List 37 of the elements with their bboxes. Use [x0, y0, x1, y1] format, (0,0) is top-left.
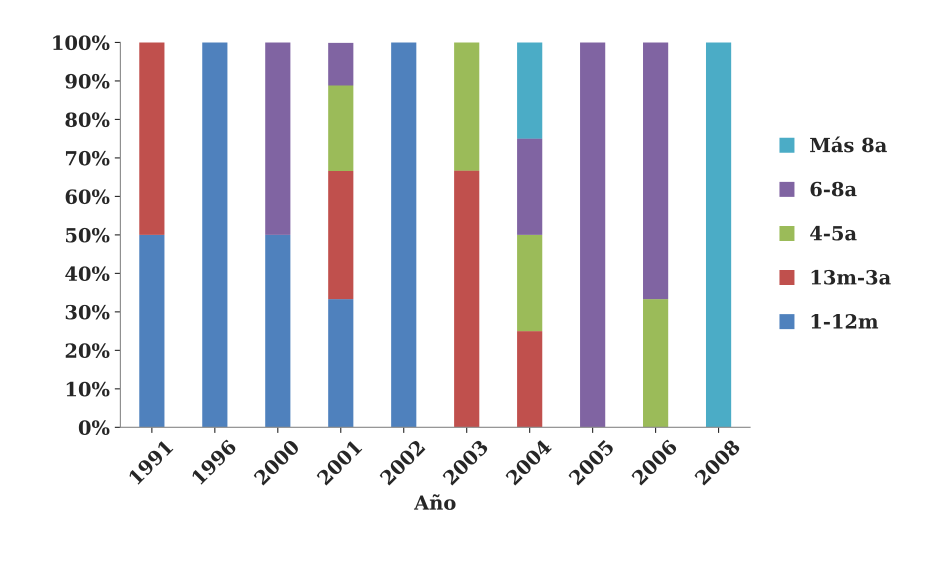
bar: [643, 42, 668, 300]
legend-label: 1-12m: [812, 314, 878, 328]
y-tick-label: 100%: [53, 35, 110, 50]
bar: [139, 234, 164, 428]
bar: [643, 299, 668, 428]
bar: [139, 42, 164, 235]
x-axis-title: Año: [414, 494, 456, 510]
y-tick-label: 80%: [65, 112, 110, 128]
bar: [265, 234, 290, 428]
bar: [517, 42, 542, 139]
bar: [328, 86, 354, 171]
legend-label: 13m-3a: [812, 270, 891, 285]
legend-label: Más 8a: [810, 136, 887, 152]
bar: [328, 299, 354, 428]
bar: [517, 138, 542, 235]
legend-label: 4-5a: [810, 226, 857, 241]
y-tick-label: 30%: [66, 304, 110, 320]
y-tick-label: 0%: [78, 420, 110, 435]
bar: [328, 42, 354, 86]
y-tick-label: 10%: [66, 382, 110, 397]
bar: [580, 42, 606, 428]
bar: [454, 42, 480, 171]
bar: [202, 42, 228, 428]
bar: [517, 234, 542, 332]
bar: [265, 42, 290, 235]
legend-label: 6-8a: [810, 182, 857, 196]
bar: [517, 331, 542, 428]
bar: [454, 170, 480, 428]
bar: [706, 42, 732, 428]
bar: [328, 171, 354, 300]
y-tick-label: 90%: [65, 74, 110, 89]
y-tick-label: 20%: [66, 343, 110, 358]
y-tick-label: 50%: [66, 228, 110, 243]
bar: [391, 42, 416, 428]
y-tick-label: 40%: [65, 266, 110, 282]
y-tick-label: 60%: [66, 189, 110, 204]
y-tick-label: 70%: [66, 150, 110, 166]
